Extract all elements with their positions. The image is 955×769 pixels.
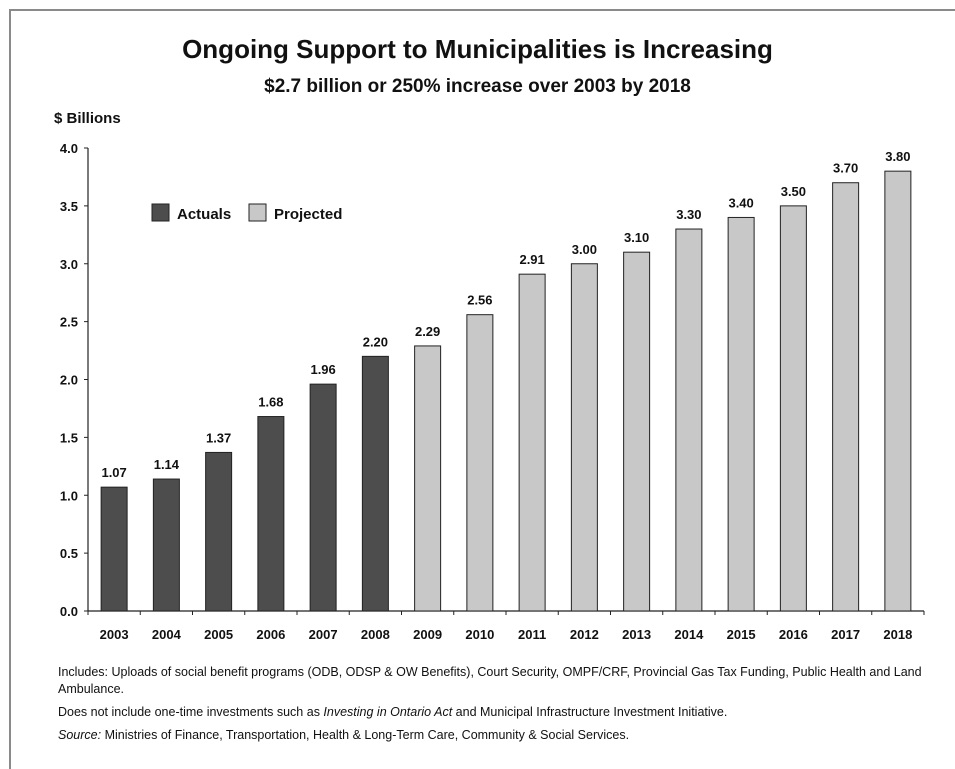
bar-chart: 0.0 0.5 1.0 1.5 2.0 2.5 3.0 3.5 4.0 1.07 2003 1.14 2… [60,141,925,642]
data-label-2015: 3.40 [728,195,753,210]
x-tick-label-2012: 2012 [570,627,599,642]
bar-2018 [884,170,912,612]
excludes-prefix: Does not include one-time investments su… [58,705,324,719]
data-label-2012: 3.00 [572,242,597,257]
x-tick-label-2004: 2004 [152,627,182,642]
bar-2007 [309,383,337,612]
x-tick-label-2014: 2014 [674,627,704,642]
source-label: Source: [58,728,102,742]
data-label-2018: 3.80 [885,149,910,164]
x-tick-label-2008: 2008 [361,627,390,642]
legend-swatch-actuals [151,203,170,222]
x-tick-label-2007: 2007 [309,627,338,642]
data-label-2006: 1.68 [258,395,283,410]
source-note: Source: Ministries of Finance, Transport… [58,727,928,744]
y-tick-label: 1.0 [60,488,78,503]
y-tick-label: 0.5 [60,546,78,561]
y-tick-label: 3.5 [60,199,78,214]
x-tick-label-2005: 2005 [204,627,233,642]
bar-2005 [205,451,233,612]
bar-2011 [518,273,546,612]
x-tick-label-2013: 2013 [622,627,651,642]
bar-2006 [257,416,285,612]
bar-2009 [414,345,442,612]
data-label-2016: 3.50 [781,184,806,199]
data-label-2017: 3.70 [833,161,858,176]
x-tick-label-2003: 2003 [100,627,129,642]
bar-2010 [466,314,494,612]
x-tick-label-2010: 2010 [465,627,494,642]
data-label-2011: 2.91 [519,252,544,267]
data-label-2004: 1.14 [154,457,180,472]
y-tick-label: 1.5 [60,430,78,445]
bar-2016 [779,205,807,612]
bar-2014 [675,228,703,612]
data-label-2007: 1.96 [310,362,335,377]
data-label-2014: 3.30 [676,207,701,222]
x-tick-label-2011: 2011 [518,627,546,642]
bar-2003 [100,486,128,612]
x-tick-label-2009: 2009 [413,627,442,642]
x-tick-label-2015: 2015 [727,627,756,642]
y-tick-label: 3.0 [60,257,78,272]
y-axis-label: $ Billions [54,110,121,127]
chart-title: Ongoing Support to Municipalities is Inc… [182,34,773,64]
y-tick-label: 0.0 [60,604,78,619]
data-label-2009: 2.29 [415,324,440,339]
y-tick-label: 2.5 [60,315,78,330]
bar-2017 [832,182,860,612]
x-tick-label-2006: 2006 [256,627,285,642]
bar-2013 [623,251,651,612]
excludes-suffix: and Municipal Infrastructure Investment … [452,705,728,719]
data-label-2005: 1.37 [206,430,231,445]
data-label-2008: 2.20 [363,334,388,349]
x-tick-label-2018: 2018 [883,627,912,642]
chart-notes: Includes: Uploads of social benefit prog… [58,664,928,750]
source-text: Ministries of Finance, Transportation, H… [101,728,630,742]
chart-frame [9,9,955,769]
bar-2008 [361,355,389,612]
x-tick-label-2016: 2016 [779,627,808,642]
bar-2015 [727,216,755,612]
data-label-2010: 2.56 [467,293,492,308]
y-tick-label: 4.0 [60,141,78,156]
bar-2012 [570,263,598,612]
x-tick-label-2017: 2017 [831,627,860,642]
excludes-note: Does not include one-time investments su… [58,704,928,721]
bar-2004 [152,478,180,612]
excludes-italic: Investing in Ontario Act [323,705,453,719]
data-label-2003: 1.07 [101,465,126,480]
legend-label-actuals: Actuals [177,206,231,223]
data-label-2013: 3.10 [624,230,649,245]
legend-swatch-projected [248,203,267,222]
includes-note: Includes: Uploads of social benefit prog… [58,665,922,696]
chart-subtitle: $2.7 billion or 250% increase over 2003 … [264,76,691,97]
legend-label-projected: Projected [274,206,342,223]
y-tick-label: 2.0 [60,373,78,388]
